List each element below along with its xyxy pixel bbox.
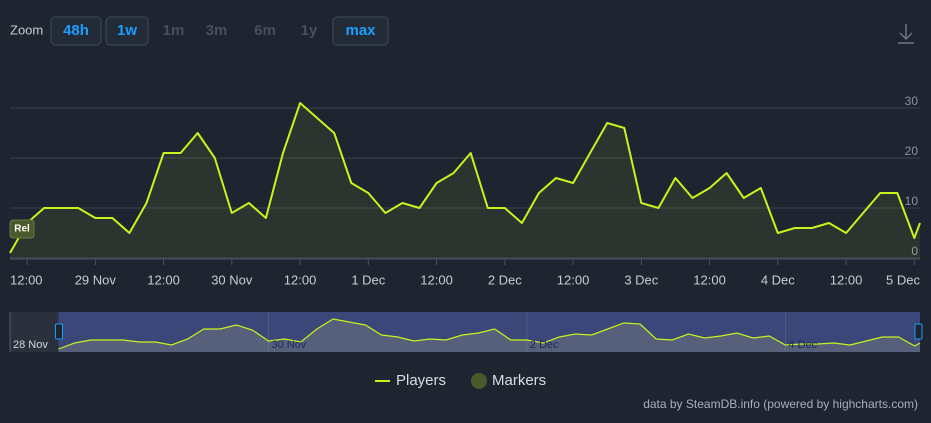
- flag-label: Rel: [14, 224, 30, 235]
- x-tick-label: 5 Dec: [886, 272, 920, 287]
- x-tick-label: 12:00: [147, 272, 180, 287]
- legend-swatch: [471, 373, 487, 389]
- x-tick-label: 12:00: [693, 272, 726, 287]
- x-tick-label: 3 Dec: [624, 272, 658, 287]
- navigator-label: 4 Dec: [788, 339, 817, 351]
- navigator-line: [58, 318, 921, 350]
- y-tick-label: 0: [911, 244, 918, 258]
- x-tick-label: 12:00: [284, 272, 317, 287]
- button-frame: [105, 16, 149, 46]
- navigator-handle[interactable]: [914, 323, 923, 340]
- navigator-label: 30 Nov: [271, 339, 306, 351]
- x-tick-label: 29 Nov: [75, 272, 117, 287]
- zoom-button: 1m: [163, 22, 185, 39]
- x-tick-label: 12:00: [557, 272, 590, 287]
- button-label: 6m: [254, 22, 276, 39]
- button-label: 1m: [163, 22, 185, 39]
- button-frame: [50, 16, 102, 46]
- button-label: 1y: [301, 22, 318, 39]
- flag: [9, 219, 35, 239]
- navigator-handle[interactable]: [54, 323, 63, 340]
- y-tick-label: 20: [905, 144, 919, 158]
- zoom-button[interactable]: 48h: [50, 16, 102, 46]
- zoom-button: 3m: [206, 22, 228, 39]
- legend-item[interactable]: Markers: [471, 372, 546, 389]
- zoom-button[interactable]: 1w: [105, 16, 149, 46]
- x-tick-label: 2 Dec: [488, 272, 522, 287]
- x-tick-label: 30 Nov: [211, 272, 253, 287]
- button-label: 3m: [206, 22, 228, 39]
- x-tick-label: 12:00: [830, 272, 863, 287]
- navigator-label: 2 Dec: [530, 339, 559, 351]
- navigator-label: 28 Nov: [13, 339, 48, 351]
- area: [10, 103, 920, 258]
- x-tick-label: 4 Dec: [761, 272, 795, 287]
- button-label: 1w: [117, 22, 137, 39]
- y-tick-label: 10: [905, 194, 919, 208]
- button-label: max: [345, 22, 376, 39]
- legend-label: Players: [396, 372, 446, 389]
- y-tick-label: 30: [905, 94, 919, 108]
- x-tick-label: 1 Dec: [351, 272, 385, 287]
- zoom-label: Zoom: [10, 22, 43, 37]
- legend-label: Markers: [492, 372, 546, 389]
- navigator-selection: [58, 312, 920, 352]
- zoom-button: 6m: [254, 22, 276, 39]
- button-label: 48h: [63, 22, 89, 39]
- icon-stroke: [899, 32, 913, 41]
- zoom-button[interactable]: max: [332, 16, 389, 46]
- credits[interactable]: data by SteamDB.info (powered by highcha…: [643, 397, 918, 411]
- button-frame: [332, 16, 389, 46]
- legend-item[interactable]: Players: [375, 372, 446, 389]
- line: [9, 102, 921, 254]
- zoom-button: 1y: [301, 22, 318, 39]
- x-tick-label: 12:00: [10, 272, 43, 287]
- navigator-area: [58, 319, 920, 352]
- download-icon[interactable]: [898, 24, 914, 44]
- x-tick-label: 12:00: [420, 272, 453, 287]
